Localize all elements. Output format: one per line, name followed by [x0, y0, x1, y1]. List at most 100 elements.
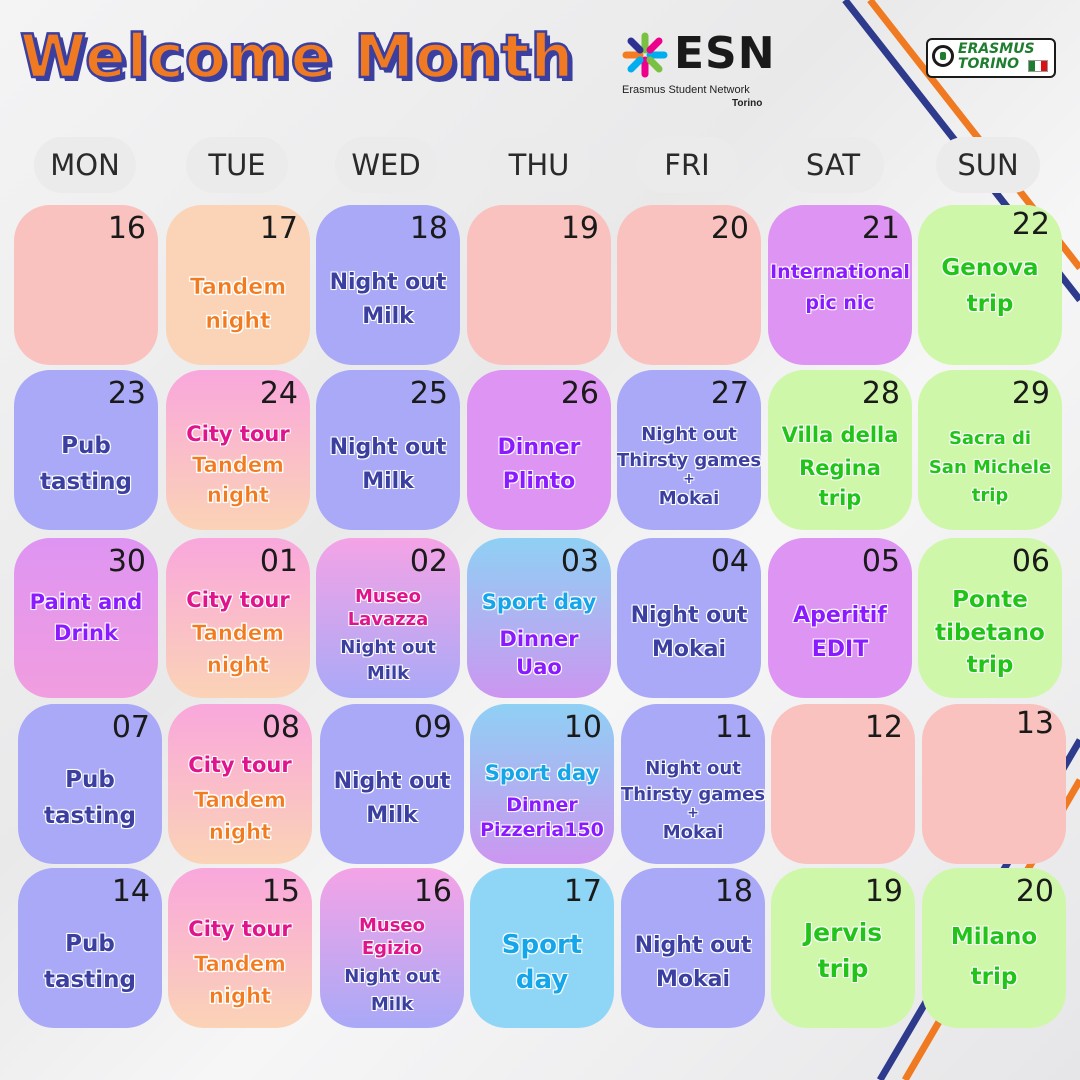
event-label: Pub: [65, 931, 115, 958]
calendar-day: 15 City tour Tandem night: [168, 868, 312, 1028]
calendar-day: 04 Night out Mokai: [617, 538, 761, 698]
event-label: tibetano: [935, 620, 1045, 647]
event-label: Night out: [645, 758, 741, 780]
event-label: Tandem: [194, 952, 286, 977]
event-label: City tour: [186, 422, 290, 447]
day-number: 20: [1015, 874, 1054, 909]
event-label: City tour: [188, 917, 292, 942]
italy-flag-icon: [1028, 60, 1048, 72]
event-label: Museo: [358, 914, 425, 936]
event-label: trip: [970, 963, 1018, 990]
day-number: 04: [710, 544, 749, 579]
calendar-day: 19: [467, 205, 611, 365]
event-label: Milk: [366, 803, 418, 828]
event-label: Sport day: [484, 760, 600, 785]
event-label: Night out: [333, 768, 451, 794]
event-label: trip: [817, 954, 869, 983]
calendar-day: 28 Villa della Regina trip: [768, 370, 912, 530]
calendar-day: 05 Aperitif EDIT: [768, 538, 912, 698]
event-label: Regina: [799, 456, 881, 481]
calendar-day: 30 Paint and Drink: [14, 538, 158, 698]
calendar-day: 03 Sport day Dinner Uao: [467, 538, 611, 698]
event-label: night: [208, 983, 272, 1008]
event-label: Dinner: [499, 627, 579, 652]
day-number: 24: [259, 376, 298, 411]
event-label: Lavazza: [347, 609, 429, 631]
weekday-wed: WED: [335, 137, 437, 193]
event-label: day: [515, 965, 569, 995]
page-title: Welcome Month: [19, 21, 575, 94]
day-number: 15: [261, 874, 300, 909]
event-label: Uao: [516, 654, 562, 679]
esn-city: Torino: [732, 98, 763, 109]
esn-star-icon: [622, 32, 668, 78]
day-number: 22: [1011, 207, 1050, 242]
esn-name: ESN: [674, 28, 776, 79]
day-number: 30: [107, 544, 146, 579]
event-label: night: [205, 309, 271, 335]
day-number: 17: [259, 211, 298, 246]
calendar-day: 23 Pub tasting: [14, 370, 158, 530]
weekday-sun: SUN: [936, 137, 1040, 193]
event-label: Museo: [354, 585, 421, 607]
event-label: Sacra di: [948, 427, 1032, 449]
calendar-day: 20: [617, 205, 761, 365]
event-label: Mokai: [662, 822, 724, 844]
event-label: Milk: [370, 993, 414, 1015]
event-label: Milk: [362, 469, 414, 494]
day-number: 08: [261, 710, 300, 745]
event-label: Villa della: [781, 423, 899, 448]
weekday-tue: TUE: [186, 137, 288, 193]
event-label: Mokai: [655, 967, 731, 992]
calendar-day: 10 Sport day Dinner Pizzeria150: [470, 704, 614, 864]
event-label: Plinto: [502, 469, 576, 494]
day-number: 14: [111, 874, 150, 909]
erasmus-torino-logo: ERASMUS TORINO: [926, 38, 1056, 78]
day-number: 17: [563, 874, 602, 909]
event-label: Night out: [329, 269, 447, 295]
day-number: 19: [560, 211, 599, 246]
day-number: 05: [861, 544, 900, 579]
esn-subtitle: Erasmus Student Network: [622, 84, 750, 96]
event-label: Paint and: [29, 590, 143, 614]
event-label: Tandem: [189, 275, 287, 301]
event-label: tasting: [44, 803, 136, 829]
day-number: 21: [861, 211, 900, 246]
day-number: 23: [107, 376, 146, 411]
event-label: Milk: [366, 662, 410, 684]
event-label: Night out: [634, 932, 752, 958]
calendar-day: 16: [14, 205, 158, 365]
logo-line-2: TORINO: [958, 56, 1020, 72]
event-label: Night out: [630, 602, 748, 628]
day-number: 20: [710, 211, 749, 246]
calendar-day: 17 Sport day: [470, 868, 614, 1028]
event-label: Ponte: [952, 586, 1028, 613]
calendar-day: 26 Dinner Plinto: [467, 370, 611, 530]
calendar-day: 29 Sacra di San Michele trip: [918, 370, 1062, 530]
day-number: 01: [259, 544, 298, 579]
event-label: Dinner: [497, 434, 581, 460]
event-label: trip: [966, 290, 1014, 317]
calendar-day: 25 Night out Milk: [316, 370, 460, 530]
event-label: Tandem: [192, 453, 284, 478]
event-label: Aperitif: [793, 602, 887, 628]
calendar-day: 07 Pub tasting: [18, 704, 162, 864]
day-number: 03: [560, 544, 599, 579]
event-label: Sport: [501, 929, 583, 960]
weekday-thu: THU: [488, 137, 590, 193]
calendar-day: 01 City tour Tandem night: [166, 538, 310, 698]
event-label: Thirsty games: [621, 783, 765, 805]
logo-line-1: ERASMUS: [958, 41, 1035, 57]
calendar-day: 21 International pic nic: [768, 205, 912, 365]
calendar-day: 18 Night out Milk: [316, 205, 460, 365]
event-label: Tandem: [194, 788, 286, 813]
event-label: Mokai: [651, 637, 727, 662]
event-label: Drink: [54, 621, 118, 646]
calendar-day: 08 City tour Tandem night: [168, 704, 312, 864]
calendar-day: 12: [771, 704, 915, 864]
event-label: trip: [966, 651, 1014, 678]
event-label: Night out: [329, 434, 447, 460]
day-number: 12: [864, 710, 903, 745]
calendar-day: 11 Night out Thirsty games + Mokai: [621, 704, 765, 864]
event-label: night: [208, 819, 272, 844]
